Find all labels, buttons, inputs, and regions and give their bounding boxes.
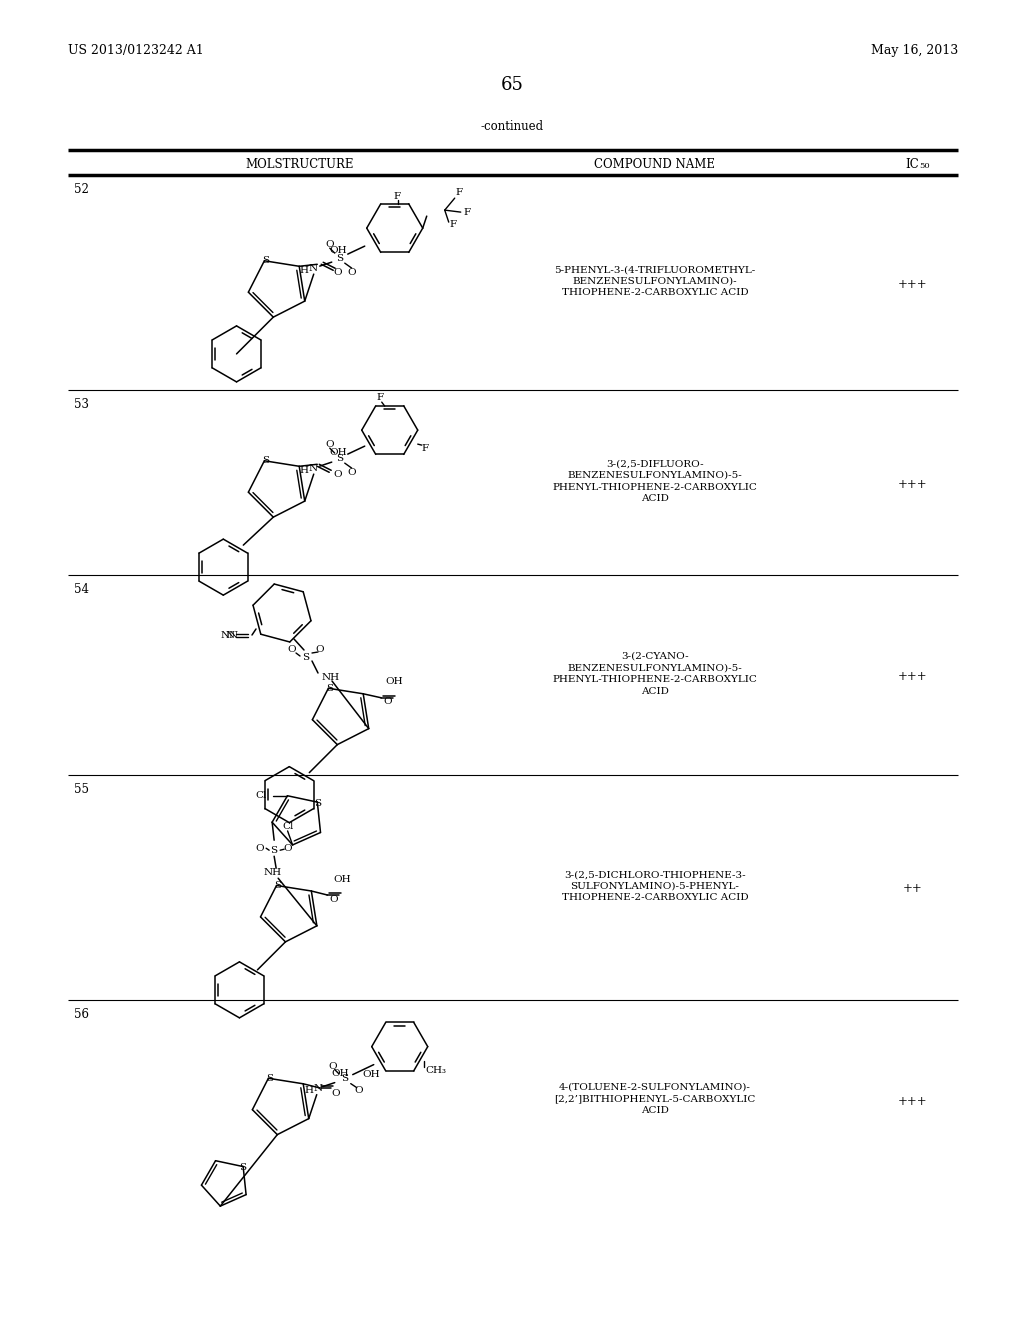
Text: H: H [304,1086,313,1096]
Text: F: F [455,187,462,197]
Text: O: O [288,645,296,655]
Text: +++: +++ [898,277,928,290]
Text: N: N [225,631,234,639]
Text: 5-PHENYL-3-(4-TRIFLUOROMETHYL-: 5-PHENYL-3-(4-TRIFLUOROMETHYL- [554,265,756,275]
Text: OH: OH [362,1071,380,1080]
Text: 55: 55 [74,783,89,796]
Text: OH: OH [385,677,402,686]
Text: S: S [262,256,269,265]
Text: O: O [315,645,325,655]
Text: NH: NH [322,672,340,681]
Text: 4-(TOLUENE-2-SULFONYLAMINO)-: 4-(TOLUENE-2-SULFONYLAMINO)- [559,1082,751,1092]
Text: O: O [329,895,338,903]
Text: US 2013/0123242 A1: US 2013/0123242 A1 [68,44,204,57]
Text: 3-(2,5-DIFLUORO-: 3-(2,5-DIFLUORO- [606,459,703,469]
Text: O: O [383,697,391,706]
Text: +++: +++ [898,671,928,682]
Text: F: F [450,219,457,228]
Text: OH: OH [329,246,347,255]
Text: May 16, 2013: May 16, 2013 [870,44,958,57]
Text: ++: ++ [903,883,923,895]
Text: Cl: Cl [256,791,267,800]
Text: S: S [240,1163,247,1172]
Text: S: S [326,684,333,693]
Text: F: F [393,191,400,201]
Text: S: S [336,253,343,263]
Text: S: S [274,880,281,890]
Text: ACID: ACID [641,1106,669,1115]
Text: S: S [262,457,269,465]
Text: OH: OH [329,447,347,457]
Text: BENZENESULFONYLAMINO)-: BENZENESULFONYLAMINO)- [572,277,737,285]
Text: PHENYL-THIOPHENE-2-CARBOXYLIC: PHENYL-THIOPHENE-2-CARBOXYLIC [553,675,758,684]
Text: 50: 50 [919,162,930,170]
Text: OH: OH [331,1069,349,1078]
Text: O: O [329,1063,337,1071]
Text: O: O [333,268,342,277]
Text: THIOPHENE-2-CARBOXYLIC ACID: THIOPHENE-2-CARBOXYLIC ACID [562,288,749,297]
Text: S: S [336,454,343,462]
Text: S: S [302,652,309,661]
Text: 53: 53 [74,399,89,411]
Text: O: O [347,268,356,277]
Text: N: N [228,631,238,639]
Text: O: O [284,843,293,853]
Text: S: S [270,846,278,855]
Text: N: N [313,1084,323,1093]
Text: O: O [347,467,356,477]
Text: -continued: -continued [480,120,544,133]
Text: S: S [266,1073,273,1082]
Text: O: O [256,843,264,853]
Text: MOLSTRUCTURE: MOLSTRUCTURE [246,158,354,172]
Text: 3-(2,5-DICHLORO-THIOPHENE-3-: 3-(2,5-DICHLORO-THIOPHENE-3- [564,870,745,879]
Text: +++: +++ [898,1096,928,1107]
Text: BENZENESULFONYLAMINO)-5-: BENZENESULFONYLAMINO)-5- [567,664,742,672]
Text: N: N [220,631,229,640]
Text: PHENYL-THIOPHENE-2-CARBOXYLIC: PHENYL-THIOPHENE-2-CARBOXYLIC [553,483,758,491]
Text: CH₃: CH₃ [426,1067,446,1074]
Text: N: N [308,463,317,473]
Text: ACID: ACID [641,494,669,503]
Text: THIOPHENE-2-CARBOXYLIC ACID: THIOPHENE-2-CARBOXYLIC ACID [562,894,749,903]
Text: F: F [463,207,470,216]
Text: O: O [331,1089,340,1098]
Text: N: N [308,264,317,273]
Text: 3-(2-CYANO-: 3-(2-CYANO- [622,652,689,661]
Text: IC: IC [905,158,919,172]
Text: O: O [354,1086,364,1096]
Text: 52: 52 [74,183,89,195]
Text: F: F [376,392,383,401]
Text: O: O [326,440,334,449]
Text: OH: OH [334,875,351,883]
Text: [2,2’]BITHIOPHENYL-5-CARBOXYLIC: [2,2’]BITHIOPHENYL-5-CARBOXYLIC [554,1094,756,1104]
Text: O: O [333,470,342,479]
Text: Cl: Cl [282,822,293,832]
Text: 54: 54 [74,583,89,597]
Text: O: O [326,240,334,248]
Text: F: F [421,444,428,453]
Text: 56: 56 [74,1008,89,1020]
Text: BENZENESULFONYLAMINO)-5-: BENZENESULFONYLAMINO)-5- [567,471,742,480]
Text: H: H [299,265,308,275]
Text: NH: NH [263,867,282,876]
Text: 65: 65 [501,77,523,94]
Text: COMPOUND NAME: COMPOUND NAME [595,158,716,172]
Text: H: H [299,466,308,475]
Text: SULFONYLAMINO)-5-PHENYL-: SULFONYLAMINO)-5-PHENYL- [570,882,739,891]
Text: S: S [313,799,321,808]
Text: S: S [341,1074,348,1084]
Text: ACID: ACID [641,686,669,696]
Text: +++: +++ [898,478,928,491]
